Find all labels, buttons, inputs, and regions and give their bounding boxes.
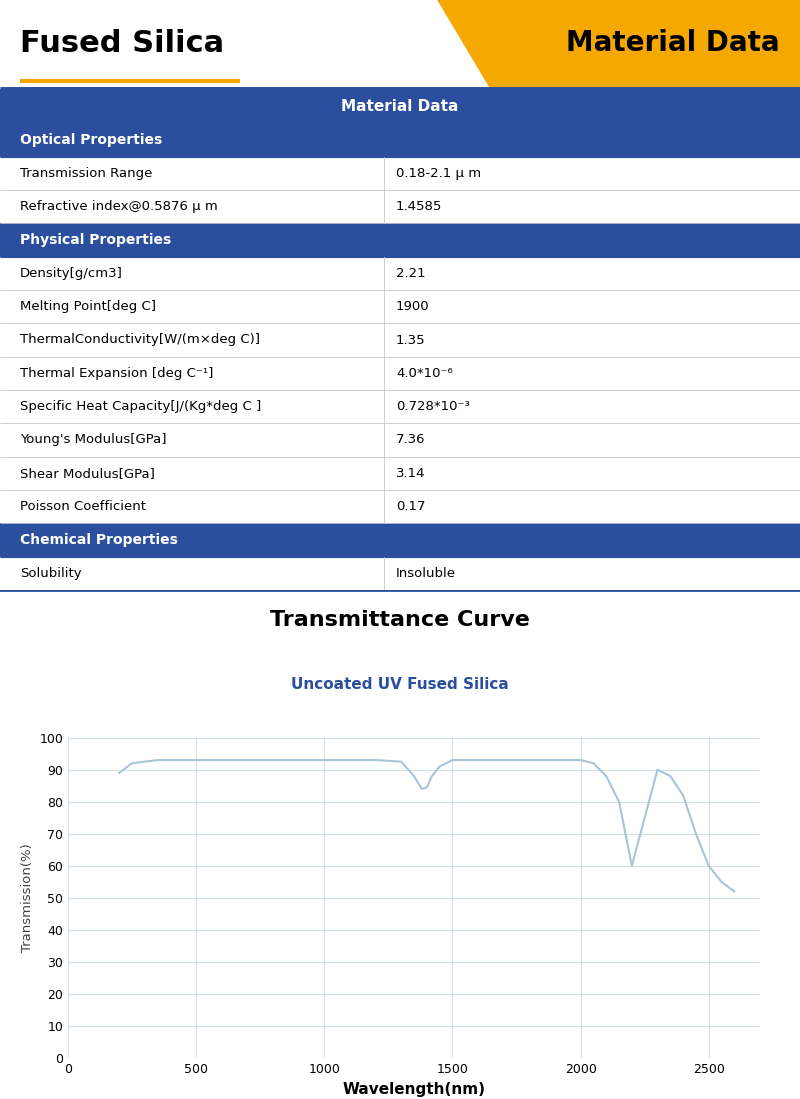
Text: 0.728*10⁻³: 0.728*10⁻³ [396,400,470,413]
Text: 3.14: 3.14 [396,467,426,480]
Text: Poisson Coefficient: Poisson Coefficient [20,500,146,513]
Text: Transmittance Curve: Transmittance Curve [270,610,530,631]
Text: 1900: 1900 [396,300,430,313]
Text: Melting Point[deg C]: Melting Point[deg C] [20,300,156,313]
Bar [0,523,800,557]
Text: 0.17: 0.17 [396,500,426,513]
Text: 0.18-2.1 μ m: 0.18-2.1 μ m [396,167,481,180]
Bar [0,290,800,323]
Text: Physical Properties: Physical Properties [20,233,171,247]
Bar [0,390,800,423]
Text: Transmission Range: Transmission Range [20,167,152,180]
Text: 1.4585: 1.4585 [396,200,442,213]
Text: Material Data: Material Data [342,99,458,114]
Text: Fused Silica: Fused Silica [20,29,224,58]
Text: Shear Modulus[GPa]: Shear Modulus[GPa] [20,467,155,480]
Text: Insoluble: Insoluble [396,567,456,580]
Text: Uncoated UV Fused Silica: Uncoated UV Fused Silica [291,677,509,691]
Y-axis label: Transmission(%): Transmission(%) [21,844,34,953]
Text: Solubility: Solubility [20,567,82,580]
Bar [0,457,800,490]
Text: Young's Modulus[GPa]: Young's Modulus[GPa] [20,433,166,446]
Bar [0,357,800,390]
Bar [0,257,800,290]
Text: 2.21: 2.21 [396,267,426,280]
Text: Density[g/cm3]: Density[g/cm3] [20,267,123,280]
Bar [0,123,800,157]
Text: Specific Heat Capacity[J/(Kg*deg C ]: Specific Heat Capacity[J/(Kg*deg C ] [20,400,262,413]
X-axis label: Wavelength(nm): Wavelength(nm) [342,1081,486,1097]
Text: Refractive index@0.5876 μ m: Refractive index@0.5876 μ m [20,200,218,213]
Bar [0,223,800,257]
Text: Thermal Expansion [deg C⁻¹]: Thermal Expansion [deg C⁻¹] [20,367,214,380]
Bar [0,323,800,357]
Bar [0,157,800,190]
Text: 1.35: 1.35 [396,333,426,346]
Text: Optical Properties: Optical Properties [20,133,162,147]
Polygon shape [436,0,800,92]
Text: Chemical Properties: Chemical Properties [20,533,178,547]
Bar [0,90,800,123]
Text: Material Data: Material Data [566,30,780,57]
Text: 7.36: 7.36 [396,433,426,446]
Bar [0,423,800,457]
Bar [0,190,800,223]
Text: 4.0*10⁻⁶: 4.0*10⁻⁶ [396,367,453,380]
Text: ThermalConductivity[W/(m×deg C)]: ThermalConductivity[W/(m×deg C)] [20,333,260,346]
Bar [0,490,800,523]
Bar [0,557,800,590]
